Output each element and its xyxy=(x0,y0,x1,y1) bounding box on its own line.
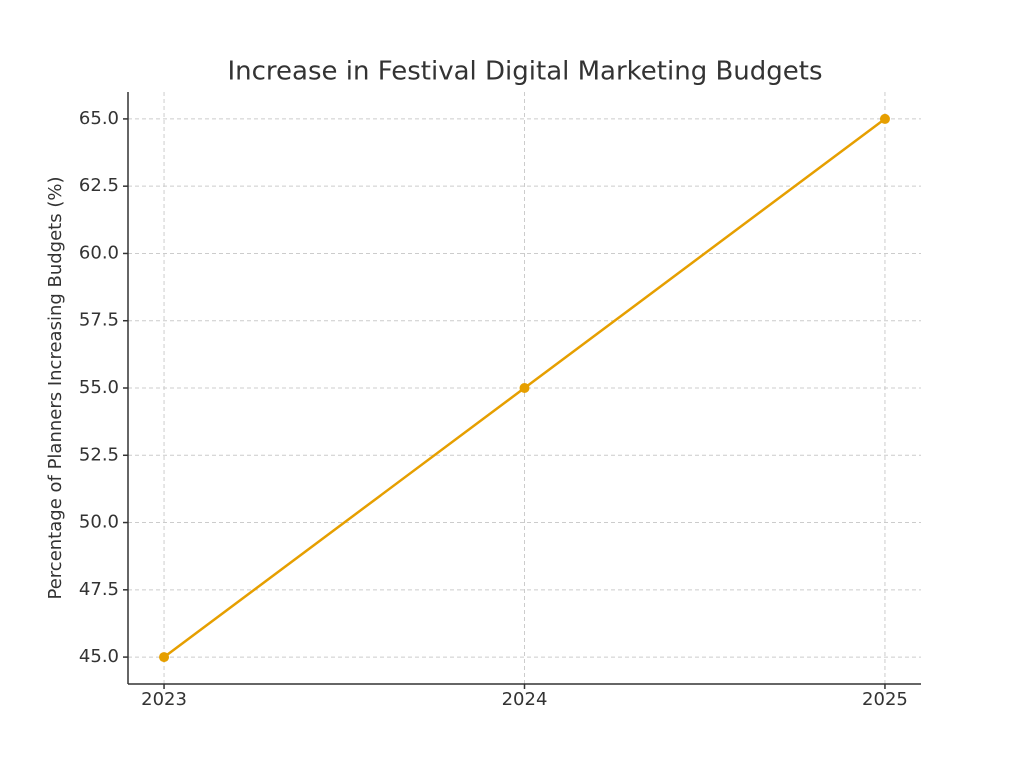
point xyxy=(159,652,170,663)
y-tick-label: 50.0 xyxy=(79,512,119,533)
y-tick-label: 45.0 xyxy=(79,646,119,667)
x-tick-label: 2025 xyxy=(862,689,908,710)
y-tick-label: 60.0 xyxy=(79,242,119,263)
y-tick-label: 65.0 xyxy=(79,108,119,129)
point xyxy=(879,113,890,124)
y-tick-label: 52.5 xyxy=(79,444,119,465)
point xyxy=(519,383,530,393)
x-tick-label: 2024 xyxy=(502,689,548,710)
y-tick-label: 47.5 xyxy=(79,579,119,600)
x-tick-label: 2023 xyxy=(141,689,187,710)
y-tick-label: 55.0 xyxy=(79,377,119,398)
chart-title: Increase in Festival Digital Marketing B… xyxy=(227,57,822,87)
y-axis-label: Percentage of Planners Increasing Budget… xyxy=(45,177,66,600)
y-tick-label: 62.5 xyxy=(79,175,119,196)
y-tick-label: 57.5 xyxy=(79,310,119,331)
